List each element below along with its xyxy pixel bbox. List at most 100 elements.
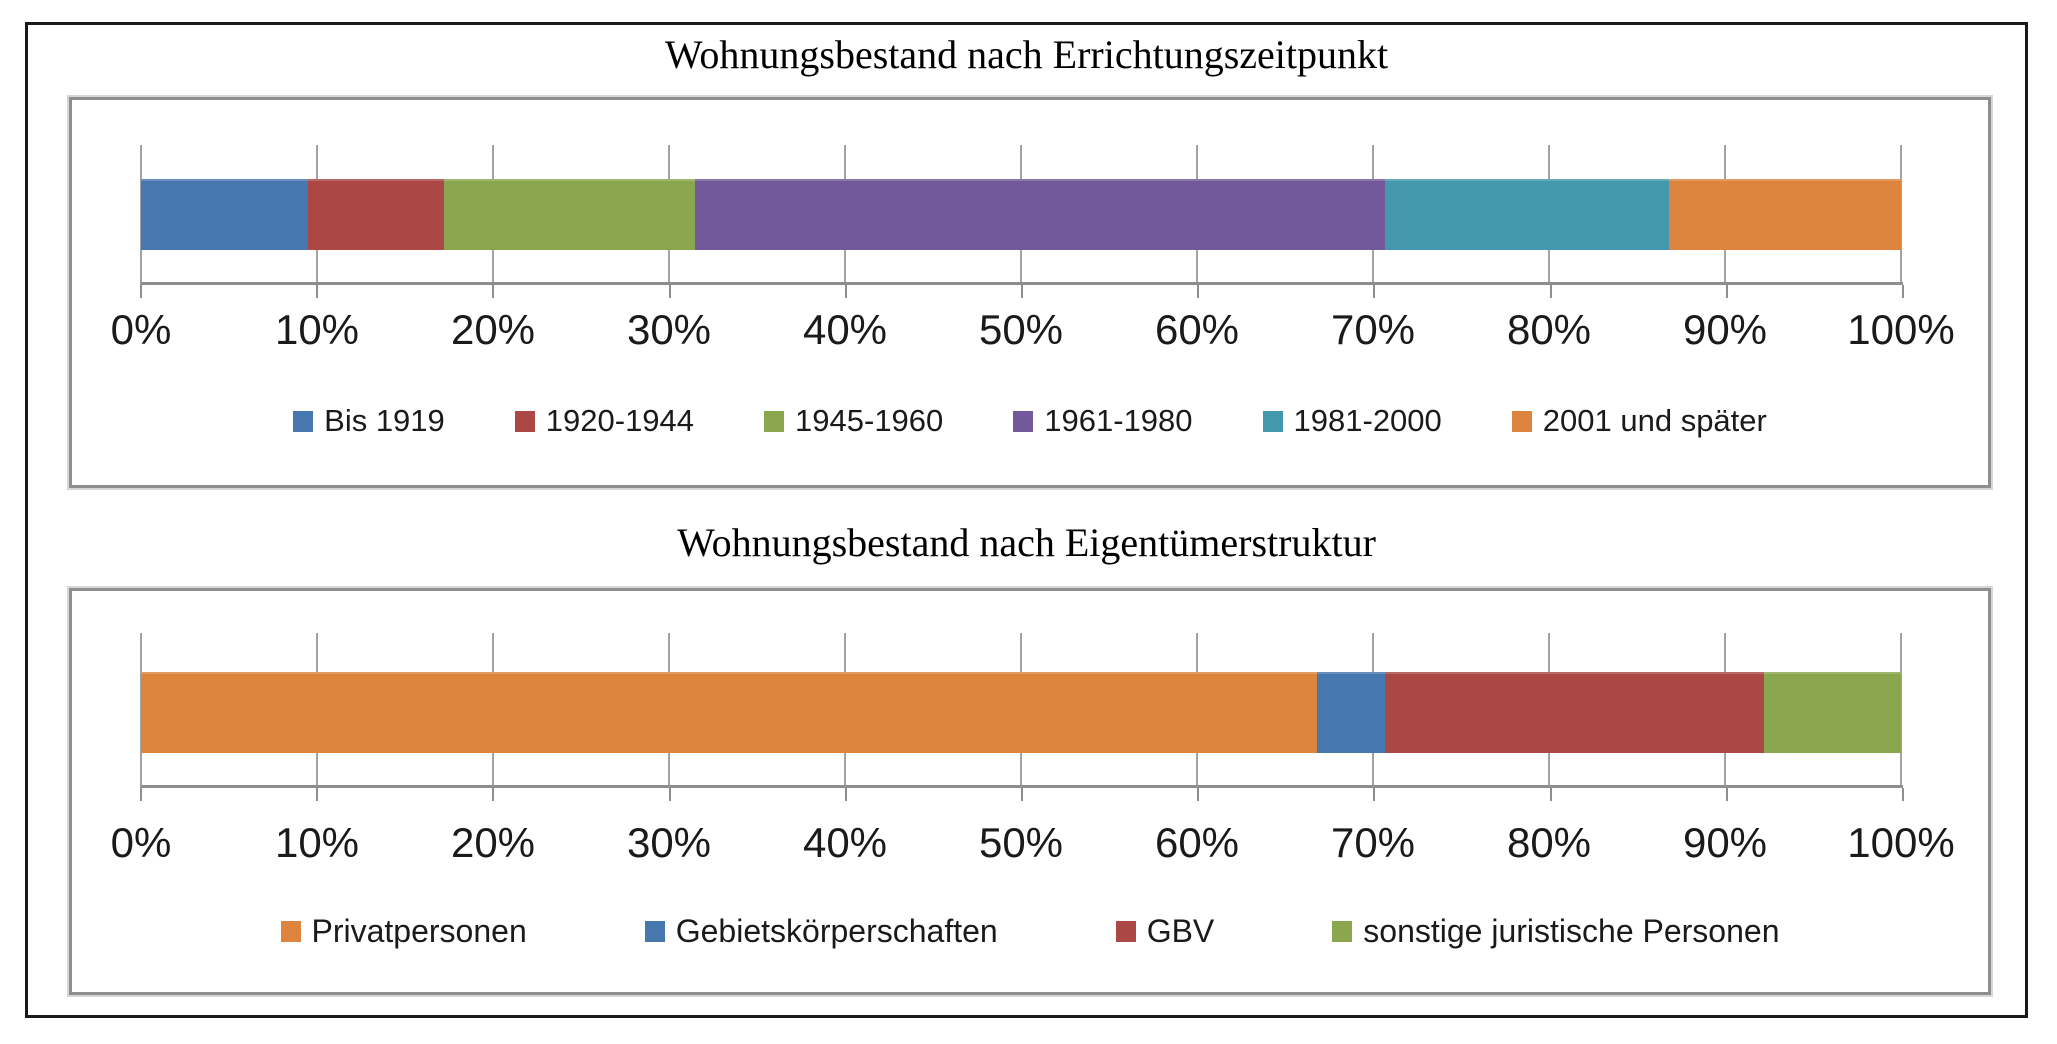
legend-item: 1961-1980 — [1013, 403, 1193, 439]
legend-label: sonstige juristische Personen — [1363, 913, 1780, 949]
legend-swatch-icon — [1115, 921, 1136, 942]
bar-segment — [141, 672, 1317, 753]
axis-tick — [1902, 788, 1904, 801]
axis-tick — [1549, 285, 1552, 298]
legend-label: 2001 und später — [1542, 403, 1767, 438]
x-axis-tick-label: 0% — [110, 306, 172, 353]
chart1-title: Wohnungsbestand nach Errichtungszeitpunk… — [664, 32, 1389, 77]
axis-tick — [316, 788, 319, 801]
outer-frame: Wohnungsbestand nach Errichtungszeitpunk… — [25, 22, 2028, 1018]
x-axis-tick-label: 40% — [802, 819, 888, 866]
legend-label: Gebietskörperschaften — [675, 913, 998, 949]
axis-tick — [844, 788, 847, 801]
chart1-legend: Bis 1919 1920-1944 1945-1960 1961-1980 1981-… — [72, 403, 1988, 439]
stacked-bar — [141, 179, 1901, 250]
axis-tick — [1373, 788, 1376, 801]
legend-item: 1981-2000 — [1262, 403, 1442, 439]
legend-label: 1981-2000 — [1293, 403, 1442, 438]
legend-item: 2001 und später — [1511, 403, 1767, 439]
axis-tick — [1725, 788, 1728, 801]
chart2-plot-area — [140, 633, 1902, 788]
legend-swatch-icon — [1262, 410, 1283, 432]
chart2-area: 0% 10% 20% 30% 40% 50% 60% 70% 80% 90% 100% Privat… — [69, 588, 1991, 995]
axis-tick — [1902, 285, 1904, 298]
legend-label: Bis 1919 — [324, 403, 445, 438]
gridline — [1900, 145, 1902, 285]
bar-segment — [1763, 672, 1901, 753]
chart1-area: 0% 10% 20% 30% 40% 50% 60% 70% 80% 90% 100% Bis 19… — [69, 97, 1991, 488]
x-axis-tick-label: 80% — [1506, 819, 1592, 866]
bar-segment — [308, 179, 444, 250]
x-axis-tick-label: 100% — [1847, 819, 1955, 866]
axis-tick — [1725, 285, 1728, 298]
bar-segment — [1668, 179, 1901, 250]
legend-label: GBV — [1146, 913, 1215, 949]
x-axis-tick-label: 30% — [626, 306, 712, 353]
axis-tick — [1021, 285, 1023, 298]
bar-segment — [1316, 672, 1386, 753]
legend-item: 1920-1944 — [514, 403, 695, 439]
legend-swatch-icon — [280, 921, 301, 942]
legend-swatch-icon — [764, 410, 785, 432]
legend-item: Bis 1919 — [293, 403, 445, 439]
x-axis-tick-label: 30% — [626, 819, 712, 866]
axis-tick — [492, 285, 495, 298]
x-axis-tick-label: 70% — [1330, 819, 1416, 866]
axis-tick — [140, 285, 142, 298]
legend-label: 1920-1944 — [545, 403, 695, 438]
bar-segment — [443, 179, 696, 250]
bar-segment — [141, 179, 309, 250]
bar-segment — [1385, 179, 1669, 250]
legend-label: 1945-1960 — [795, 403, 944, 438]
axis-tick — [140, 788, 142, 801]
axis-tick — [1373, 285, 1376, 298]
legend-label: Privatpersonen — [311, 913, 527, 949]
x-axis-tick-label: 80% — [1506, 306, 1592, 353]
legend-item: sonstige juristische Personen — [1332, 913, 1779, 950]
legend-swatch-icon — [514, 410, 535, 432]
x-axis-tick-label: 40% — [802, 306, 888, 353]
x-axis-tick-label: 0% — [110, 819, 172, 866]
x-axis-tick-label: 20% — [450, 819, 536, 866]
chart2-title: Wohnungsbestand nach Eigentümerstruktur — [677, 520, 1376, 565]
legend-item: Gebietskörperschaften — [644, 913, 998, 950]
x-axis-tick-label: 60% — [1154, 306, 1240, 353]
x-axis-tick-label: 20% — [450, 306, 536, 353]
legend-item: Privatpersonen — [280, 913, 527, 950]
legend-item: 1945-1960 — [764, 403, 943, 439]
legend-item: GBV — [1115, 913, 1215, 950]
axis-tick — [844, 285, 847, 298]
legend-swatch-icon — [644, 921, 665, 942]
x-axis-tick-label: 50% — [978, 819, 1064, 866]
axis-tick — [668, 788, 671, 801]
legend-label: 1961-1980 — [1044, 403, 1193, 438]
axis-tick — [1197, 788, 1200, 801]
x-axis-tick-label: 10% — [274, 819, 360, 866]
gridline — [1900, 633, 1902, 788]
x-axis-tick-label: 10% — [274, 306, 360, 353]
chart1-x-axis — [140, 282, 1904, 301]
axis-tick — [1549, 788, 1552, 801]
axis-tick — [1021, 788, 1023, 801]
stacked-bar — [141, 672, 1901, 753]
chart2-x-labels: 0% 10% 20% 30% 40% 50% 60% 70% 80% 90% 100% — [111, 819, 1955, 871]
axis-tick — [316, 285, 319, 298]
legend-swatch-icon — [1332, 921, 1353, 942]
x-axis-tick-label: 70% — [1330, 306, 1416, 353]
x-axis-tick-label: 90% — [1682, 819, 1768, 866]
axis-tick — [1197, 285, 1200, 298]
bar-segment — [695, 179, 1386, 250]
x-axis-tick-label: 100% — [1847, 306, 1955, 353]
legend-swatch-icon — [1511, 410, 1532, 432]
chart2-legend: Privatpersonen Gebietskörperschaften GBV so… — [72, 913, 1988, 950]
chart2-x-axis — [140, 785, 1904, 804]
legend-swatch-icon — [293, 410, 314, 432]
x-axis-tick-label: 90% — [1682, 306, 1768, 353]
x-axis-tick-label: 60% — [1154, 819, 1240, 866]
legend-swatch-icon — [1013, 410, 1034, 432]
axis-tick — [492, 788, 495, 801]
x-axis-tick-label: 50% — [978, 306, 1064, 353]
axis-tick — [668, 285, 671, 298]
chart1-plot-area — [140, 145, 1902, 285]
